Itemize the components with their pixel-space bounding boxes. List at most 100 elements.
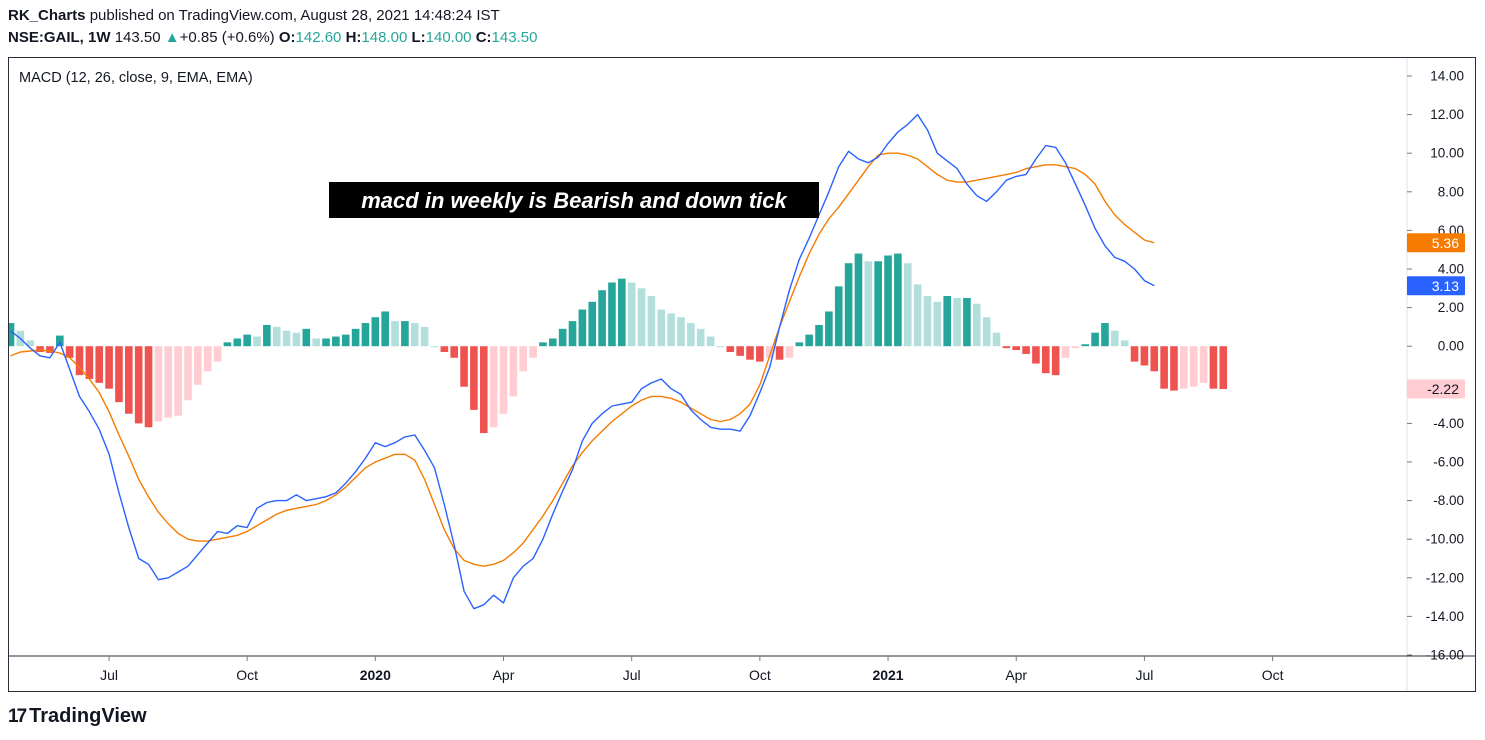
histogram-bar <box>312 338 320 347</box>
price-label-box <box>1407 276 1465 296</box>
symbol-interval[interactable]: NSE:GAIL, 1W <box>8 29 111 46</box>
histogram-bar <box>479 346 488 434</box>
histogram-bar <box>815 324 823 347</box>
histogram-bar <box>726 346 735 352</box>
histogram-bar <box>598 290 606 347</box>
histogram-bar <box>834 286 843 347</box>
histogram-bar <box>144 346 153 428</box>
histogram-bar <box>1051 346 1060 376</box>
histogram-bar <box>1101 323 1109 347</box>
histogram-bar <box>913 284 922 347</box>
histogram-bar <box>1111 330 1119 347</box>
histogram-bar <box>272 326 281 347</box>
histogram-bar <box>1180 346 1188 389</box>
histogram-bar <box>933 301 942 347</box>
histogram-bar <box>1160 346 1168 389</box>
y-tick-label: -14.00 <box>1426 609 1464 624</box>
open-value: 142.60 <box>295 29 342 46</box>
histogram-bar <box>164 346 173 418</box>
histogram-bar <box>647 296 656 347</box>
histogram-bar <box>371 317 380 347</box>
histogram-bar <box>608 282 616 347</box>
histogram-bar <box>233 338 242 347</box>
histogram-bar <box>657 309 666 347</box>
histogram-bar <box>953 297 961 347</box>
histogram-bar <box>1130 346 1139 362</box>
low-value: 140.00 <box>425 29 472 46</box>
histogram-bar <box>736 346 744 356</box>
histogram-bar <box>1140 346 1149 366</box>
publisher-name[interactable]: RK_Charts <box>8 7 86 24</box>
indicator-label: MACD (12, 26, close, 9, EMA, EMA) <box>19 70 253 86</box>
change-up-icon: ▲ <box>164 29 180 46</box>
histogram-bar <box>1002 346 1011 349</box>
histogram-bar <box>292 332 301 347</box>
tradingview-logo-icon: 17 <box>8 705 27 727</box>
high-label: H: <box>345 29 362 46</box>
histogram-bar <box>381 311 389 347</box>
histogram-bar <box>243 334 251 347</box>
y-tick-label: 14.00 <box>1430 69 1464 84</box>
histogram-bar <box>874 261 882 347</box>
macd-chart[interactable]: 14.0012.0010.008.006.004.002.000.00-2.00… <box>9 58 1475 691</box>
chart-frame[interactable]: 14.0012.0010.008.006.004.002.000.00-2.00… <box>8 57 1476 692</box>
histogram-bar <box>174 346 182 416</box>
histogram-bar <box>1199 346 1208 383</box>
high-value: 148.00 <box>361 29 408 46</box>
y-tick-label: 12.00 <box>1430 107 1464 122</box>
x-tick-label: Oct <box>236 667 258 683</box>
y-tick-label: -6.00 <box>1433 455 1464 470</box>
histogram-bar <box>756 346 764 362</box>
histogram-bar <box>75 346 84 376</box>
histogram-bar <box>539 342 547 347</box>
histogram-bar <box>618 278 626 347</box>
histogram-bar <box>9 323 15 347</box>
histogram-bar <box>223 342 232 347</box>
histogram-bar <box>46 346 54 353</box>
annotation-box <box>329 182 819 218</box>
histogram-bar <box>765 346 774 358</box>
histogram-bar <box>588 301 597 347</box>
histogram-bar <box>1061 346 1070 358</box>
histogram-bar <box>440 346 449 352</box>
histogram-bar <box>125 346 133 414</box>
histogram-bar <box>213 346 222 362</box>
histogram-bar <box>430 346 439 348</box>
histogram-bar <box>706 336 715 347</box>
y-tick-label: 10.00 <box>1430 146 1464 161</box>
histogram-bar <box>923 296 932 347</box>
open-label: O: <box>278 29 296 46</box>
x-tick-label: Jul <box>100 667 118 683</box>
histogram-bar <box>903 263 912 347</box>
histogram-bar <box>401 321 409 347</box>
y-tick-label: -10.00 <box>1426 532 1464 547</box>
price-label-text: -2.22 <box>1427 381 1459 397</box>
histogram-bar <box>746 346 754 360</box>
tradingview-logo-text: TradingView <box>29 705 147 727</box>
x-tick-label: Jul <box>1135 667 1153 683</box>
histogram-bar <box>1170 346 1178 391</box>
histogram-bar <box>894 253 902 347</box>
histogram-bar <box>194 346 202 385</box>
histogram-bar <box>489 346 498 428</box>
histogram-bar <box>302 328 311 347</box>
x-tick-label: 2020 <box>360 667 391 683</box>
macd-line <box>10 113 1155 610</box>
histogram-bar <box>115 346 123 403</box>
price-change: +0.85 (+0.6%) <box>179 29 275 46</box>
histogram-bar <box>805 334 813 347</box>
histogram-bar <box>253 336 261 347</box>
histogram-bar <box>844 263 853 347</box>
histogram-bar <box>460 346 468 387</box>
tradingview-logo[interactable]: 17 TradingView <box>8 705 147 728</box>
y-tick-label: -12.00 <box>1426 570 1464 585</box>
histogram-bar <box>351 328 360 347</box>
x-tick-label: Jul <box>623 667 641 683</box>
histogram-bar <box>95 346 104 383</box>
histogram-bar <box>677 317 685 347</box>
y-tick-label: -4.00 <box>1433 416 1464 431</box>
histogram-bar <box>1209 346 1218 389</box>
histogram-bar <box>1189 346 1198 387</box>
published-text: published on TradingView.com, August 28,… <box>89 7 500 24</box>
histogram-bar <box>549 338 557 347</box>
